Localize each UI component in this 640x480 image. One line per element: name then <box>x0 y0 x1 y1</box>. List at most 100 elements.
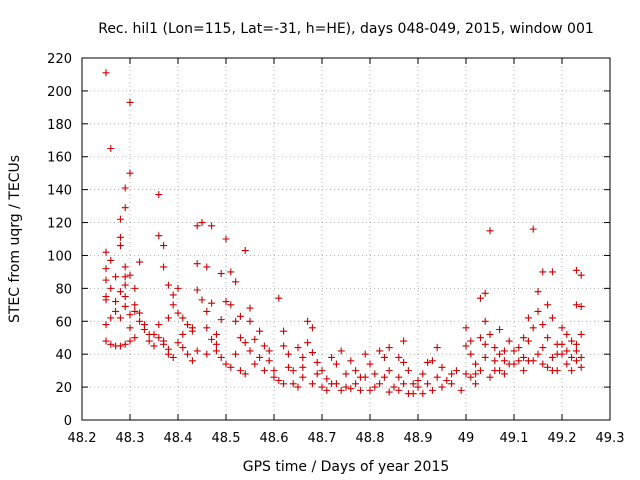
data-point-225 <box>222 360 230 368</box>
data-point-248 <box>361 373 369 381</box>
data-point-7 <box>116 233 124 241</box>
data-point-100 <box>270 367 278 375</box>
data-point-238 <box>294 383 302 391</box>
data-point-281 <box>572 357 580 365</box>
data-point-152 <box>448 370 456 378</box>
data-point-89 <box>236 334 244 342</box>
data-point-55 <box>164 281 172 289</box>
data-point-77 <box>208 335 216 343</box>
data-point-32 <box>131 284 139 292</box>
data-point-33 <box>131 301 139 309</box>
x-tick-label-2: 48.4 <box>164 431 193 446</box>
data-point-109 <box>304 317 312 325</box>
data-point-222 <box>203 350 211 358</box>
data-point-74 <box>203 324 211 332</box>
data-point-262 <box>472 360 480 368</box>
data-point-189 <box>539 344 547 352</box>
data-point-194 <box>548 314 556 322</box>
data-point-242 <box>323 386 331 394</box>
data-point-62 <box>184 321 192 329</box>
x-axis-label: GPS time / Days of year 2015 <box>243 459 450 475</box>
data-point-231 <box>260 367 268 375</box>
data-point-48 <box>155 321 163 329</box>
data-point-147 <box>428 357 436 365</box>
data-point-143 <box>414 383 422 391</box>
data-point-3 <box>126 169 134 177</box>
data-point-183 <box>529 324 537 332</box>
data-point-211 <box>577 363 585 371</box>
data-point-229 <box>241 370 249 378</box>
data-point-128 <box>366 386 374 394</box>
data-point-200 <box>563 330 571 338</box>
y-tick-label-9: 180 <box>47 118 72 133</box>
data-point-71 <box>203 263 211 271</box>
data-point-173 <box>500 357 508 365</box>
data-point-226 <box>227 363 235 371</box>
data-point-269 <box>510 347 518 355</box>
data-point-218 <box>164 314 172 322</box>
data-point-35 <box>126 324 134 332</box>
data-point-230 <box>251 360 259 368</box>
data-point-22 <box>116 342 124 350</box>
x-tick-label-8: 49 <box>458 431 475 446</box>
data-point-228 <box>236 367 244 375</box>
grid-lines <box>82 58 610 420</box>
data-point-181 <box>524 337 532 345</box>
data-point-87 <box>232 317 240 325</box>
data-point-187 <box>539 268 547 276</box>
data-point-30 <box>121 263 129 271</box>
data-point-259 <box>448 380 456 388</box>
data-point-275 <box>548 367 556 375</box>
data-point-66 <box>188 357 196 365</box>
data-point-61 <box>179 330 187 338</box>
data-point-4 <box>121 184 129 192</box>
data-point-82 <box>222 235 230 243</box>
data-point-76 <box>208 299 216 307</box>
data-point-144 <box>419 370 427 378</box>
x-tick-label-9: 49.1 <box>500 431 529 446</box>
data-point-201 <box>563 360 571 368</box>
data-point-209 <box>577 330 585 338</box>
data-point-188 <box>539 321 547 329</box>
y-tick-label-4: 80 <box>55 282 72 297</box>
data-point-139 <box>400 358 408 366</box>
data-point-166 <box>486 227 494 235</box>
data-point-210 <box>577 353 585 361</box>
data-point-246 <box>352 380 360 388</box>
data-point-279 <box>568 353 576 361</box>
data-point-272 <box>524 357 532 365</box>
data-point-13 <box>102 276 110 284</box>
x-tick-label-3: 48.5 <box>212 431 241 446</box>
data-point-232 <box>265 357 273 365</box>
data-point-79 <box>212 347 220 355</box>
data-point-72 <box>198 296 206 304</box>
data-point-253 <box>400 380 408 388</box>
data-point-47 <box>160 263 168 271</box>
data-point-58 <box>174 284 182 292</box>
data-point-273 <box>534 350 542 358</box>
data-point-102 <box>280 327 288 335</box>
data-point-190 <box>544 301 552 309</box>
data-point-164 <box>481 317 489 325</box>
data-point-215 <box>131 307 139 315</box>
data-point-151 <box>443 377 451 385</box>
data-point-23 <box>121 340 129 348</box>
data-point-180 <box>524 314 532 322</box>
data-point-15 <box>102 296 110 304</box>
data-point-153 <box>452 367 460 375</box>
data-point-171 <box>496 326 504 333</box>
data-point-123 <box>347 357 355 365</box>
data-point-193 <box>548 268 556 276</box>
data-point-60 <box>179 314 187 322</box>
data-point-145 <box>419 390 427 398</box>
data-point-237 <box>289 380 297 388</box>
data-point-266 <box>496 367 504 375</box>
data-point-105 <box>289 367 297 375</box>
x-tick-label-5: 48.7 <box>308 431 337 446</box>
data-point-271 <box>520 334 528 342</box>
data-point-111 <box>308 324 316 332</box>
data-point-223 <box>212 330 220 338</box>
x-tick-label-6: 48.8 <box>356 431 385 446</box>
data-point-263 <box>476 367 484 375</box>
